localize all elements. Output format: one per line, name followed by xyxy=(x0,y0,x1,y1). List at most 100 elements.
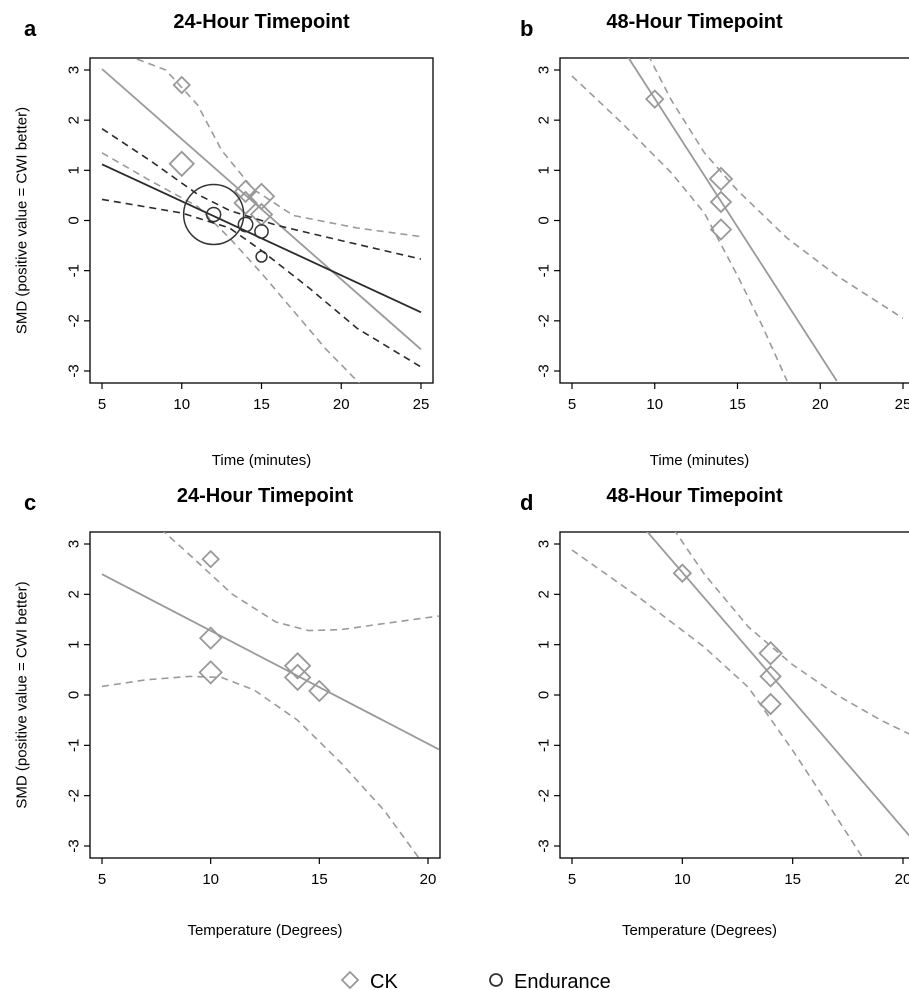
x-axis-label: Temperature (Degrees) xyxy=(622,922,777,939)
ck-point xyxy=(308,679,331,703)
legend-item-endurance: Endurance xyxy=(489,971,611,990)
y-tick-label: 1 xyxy=(536,166,553,174)
ck-point xyxy=(708,166,734,192)
plot-frame xyxy=(89,531,441,859)
x-tick-label: 10 xyxy=(674,871,691,888)
ck-point xyxy=(758,640,783,666)
y-tick-label: 0 xyxy=(536,216,553,224)
endurance-point xyxy=(255,250,268,263)
y-tick-label: -1 xyxy=(66,739,83,752)
panel-c: c 24-Hour Timepoint -3 -2 -1 0 1 2 3 5 10 15 20 Tempe… xyxy=(14,485,441,939)
x-axis-label: Temperature (Degrees) xyxy=(187,922,342,939)
y-tick-label: -2 xyxy=(536,789,553,802)
y-tick-label: 3 xyxy=(66,540,83,548)
x-tick-label: 15 xyxy=(784,871,801,888)
y-tick-label: 2 xyxy=(66,116,83,124)
series-endurance xyxy=(101,128,422,368)
plot-frame xyxy=(559,531,909,859)
legend-ck-label: CK xyxy=(370,971,398,990)
plot-frame xyxy=(559,57,909,384)
ck-point xyxy=(709,218,733,241)
x-tick-label: 20 xyxy=(333,396,350,413)
legend-endurance-label: Endurance xyxy=(514,971,611,990)
endurance-point xyxy=(254,224,269,239)
ci-upper-line xyxy=(101,128,422,260)
endurance-point xyxy=(182,183,245,246)
x-tick-label: 25 xyxy=(413,396,430,413)
panel-letter: c xyxy=(24,490,36,515)
ck-point xyxy=(672,563,693,583)
series-ck xyxy=(101,58,422,383)
y-tick-label: 0 xyxy=(66,216,83,224)
series-ck xyxy=(571,58,904,382)
panel-title: 48-Hour Timepoint xyxy=(606,485,783,507)
fit-line xyxy=(646,532,909,837)
ci-lower-line xyxy=(101,675,420,858)
ci-upper-line xyxy=(648,58,904,319)
y-tick-label: 1 xyxy=(66,640,83,648)
x-tick-label: 5 xyxy=(568,396,576,413)
y-tick-label: -1 xyxy=(536,264,553,277)
ci-upper-line xyxy=(162,532,440,632)
ck-point xyxy=(709,190,733,214)
ci-upper-line xyxy=(674,532,909,735)
endurance-point xyxy=(237,216,254,233)
panel-letter: a xyxy=(24,16,37,41)
legend-item-ck: CK xyxy=(340,970,398,990)
ck-point xyxy=(283,663,312,692)
y-tick-label: 3 xyxy=(536,66,553,74)
y-tick-label: -3 xyxy=(536,364,553,377)
panel-letter: d xyxy=(520,490,533,515)
x-tick-label: 10 xyxy=(646,396,663,413)
y-tick-label: 0 xyxy=(66,691,83,699)
ck-point xyxy=(201,549,220,569)
fit-line xyxy=(627,58,838,382)
y-tick-label: 3 xyxy=(66,66,83,74)
series-ck xyxy=(101,532,440,858)
x-tick-label: 15 xyxy=(729,396,746,413)
y-tick-label: 2 xyxy=(536,590,553,598)
ci-lower-line xyxy=(571,549,864,858)
x-tick-label: 10 xyxy=(173,396,190,413)
y-tick-label: -1 xyxy=(536,739,553,752)
ck-point xyxy=(283,652,312,680)
ck-point xyxy=(168,150,196,178)
ci-upper-line xyxy=(131,58,422,238)
y-tick-label: -1 xyxy=(66,264,83,277)
ci-lower-line xyxy=(571,75,788,382)
plot-area xyxy=(571,532,909,858)
x-tick-label: 15 xyxy=(253,396,270,413)
panel-title: 24-Hour Timepoint xyxy=(177,485,354,507)
x-tick-label: 20 xyxy=(895,871,909,888)
y-tick-label: -2 xyxy=(66,314,83,327)
ck-point xyxy=(198,660,223,685)
panel-letter: b xyxy=(520,16,533,41)
plot-area xyxy=(571,58,904,382)
ck-point xyxy=(759,665,782,688)
panel-b: b 48-Hour Timepoint -3 -2 -1 0 1 2 3 5 10 15 20 25 Tim… xyxy=(520,11,909,469)
ck-point xyxy=(198,626,223,650)
y-tick-label: 2 xyxy=(66,590,83,598)
y-tick-label: 3 xyxy=(536,540,553,548)
series-ck xyxy=(571,532,909,858)
x-tick-label: 20 xyxy=(420,871,437,888)
x-tick-label: 25 xyxy=(895,396,909,413)
y-tick-label: -3 xyxy=(66,839,83,852)
y-tick-label: 1 xyxy=(536,640,553,648)
ck-point xyxy=(644,89,665,109)
plot-area xyxy=(101,58,422,383)
ck-point xyxy=(172,75,192,95)
panel-d: d 48-Hour Timepoint -3 -2 -1 0 1 2 3 5 10 15 20 Tempe… xyxy=(520,485,909,939)
panel-a: a 24-Hour Timepoint -3 -2 -1 0 1 2 3 5 10 15 20 25 Tim… xyxy=(14,11,434,469)
x-tick-label: 5 xyxy=(98,871,106,888)
endurance-point-center xyxy=(205,206,222,223)
panel-title: 24-Hour Timepoint xyxy=(173,11,350,33)
ci-lower-line xyxy=(101,152,361,383)
y-tick-label: -3 xyxy=(66,364,83,377)
x-axis-label: Time (minutes) xyxy=(212,452,311,469)
legend-ck-marker xyxy=(340,970,360,990)
y-tick-label: -2 xyxy=(66,789,83,802)
x-tick-label: 5 xyxy=(568,871,576,888)
